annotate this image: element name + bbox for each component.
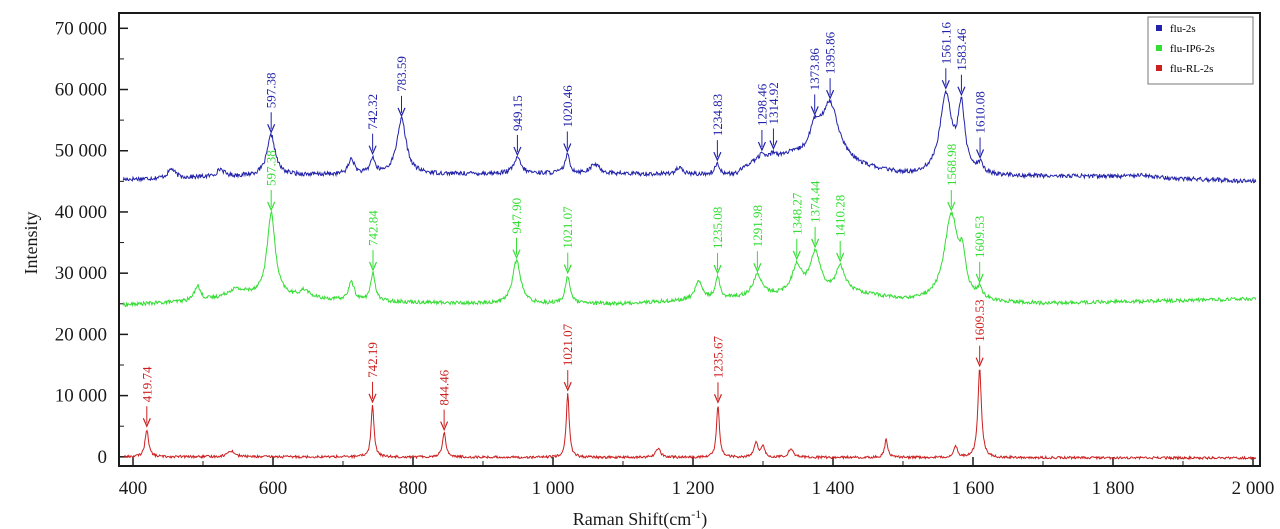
peak-arrow-head — [267, 123, 276, 134]
peak-arrow-head — [368, 261, 378, 272]
peak-arrow-head — [267, 201, 276, 212]
peak-arrow-head — [975, 273, 984, 284]
y-tick-label: 30 000 — [55, 263, 107, 284]
x-tick-label: 400 — [119, 478, 148, 499]
peak-arrow-head — [563, 264, 572, 275]
peak-arrow-head — [826, 89, 835, 100]
legend-swatch — [1156, 25, 1162, 31]
peak-label: 1314.92 — [766, 82, 781, 124]
peak-label: 742.32 — [365, 94, 380, 130]
peak-arrow-head — [947, 201, 956, 212]
axis-ticks: 0 10 000 20 000 30 000 40 000 50 000 60 000 70 … — [55, 18, 1275, 499]
peak-arrow-head — [513, 146, 522, 157]
peak-arrow-head — [368, 145, 377, 156]
peak-label: 1235.08 — [710, 207, 725, 249]
x-axis-label: Raman Shift(cm-1) — [573, 507, 707, 529]
peak-arrow-head — [713, 264, 722, 275]
peak-arrow-head — [941, 80, 950, 90]
legend-entry: flu-RL-2s — [1170, 63, 1213, 75]
peak-label: 1395.86 — [823, 31, 838, 74]
peak-label: 1021.07 — [560, 323, 575, 366]
peak-arrow-head — [757, 141, 766, 152]
x-tick-label: 600 — [259, 478, 288, 499]
peak-arrow-head — [368, 393, 377, 404]
peak-label: 1410.28 — [833, 195, 848, 237]
y-tick-label: 60 000 — [55, 80, 107, 101]
peak-label: 1561.16 — [938, 22, 953, 65]
y-tick-label: 40 000 — [55, 202, 107, 223]
peak-label: 1609.53 — [972, 216, 987, 258]
peak-arrow-head — [836, 252, 845, 263]
peak-label: 783.59 — [394, 56, 409, 92]
x-tick-label: 2 000 — [1232, 478, 1275, 499]
legend-swatch — [1156, 65, 1162, 71]
peak-arrow-head — [976, 149, 985, 160]
y-axis-label: Intensity — [21, 212, 41, 275]
peak-arrow-head — [713, 151, 722, 162]
peak-label: 742.19 — [365, 342, 380, 378]
peak-label: 1020.46 — [560, 85, 575, 128]
peak-arrow-head — [811, 238, 820, 249]
x-tick-label: 1 400 — [812, 478, 855, 499]
peak-arrow-head — [957, 86, 966, 97]
peak-label: 597.38 — [264, 150, 279, 186]
legend-swatch — [1156, 45, 1162, 51]
series-line-flu-RL-2s — [122, 369, 1257, 461]
peak-arrow-head — [975, 357, 984, 368]
x-tick-label: 1 800 — [1092, 478, 1135, 499]
legend-box — [1147, 16, 1254, 85]
peak-label: 949.15 — [510, 95, 525, 131]
peak-label: 844.46 — [437, 369, 452, 405]
peak-label: 1374.44 — [808, 180, 823, 223]
peak-arrow-head — [769, 140, 778, 151]
legend-entry: flu-2s — [1170, 23, 1196, 35]
legend-entry: flu-IP6-2s — [1170, 43, 1215, 55]
peak-label: 1234.83 — [710, 94, 725, 136]
peak-label: 419.74 — [139, 366, 154, 402]
peak-arrow-head — [142, 418, 151, 428]
peak-label: 1609.53 — [972, 299, 987, 341]
peak-arrow-head — [810, 106, 819, 116]
plot-frame — [118, 12, 1261, 467]
peak-arrow-head — [563, 143, 572, 153]
spectrum-traces — [122, 90, 1257, 461]
peak-label: 1348.27 — [789, 192, 804, 235]
peak-label: 1235.67 — [710, 336, 725, 379]
peak-label: 1583.46 — [954, 28, 969, 71]
peak-label: 1298.46 — [754, 83, 769, 126]
y-tick-label: 20 000 — [55, 324, 107, 345]
peak-label: 1373.86 — [807, 48, 822, 91]
x-tick-label: 1 000 — [532, 478, 575, 499]
series-line-flu-IP6-2s — [122, 210, 1257, 308]
peak-label: 1291.98 — [750, 205, 765, 247]
y-tick-label: 70 000 — [55, 18, 107, 39]
x-tick-label: 1 600 — [952, 478, 995, 499]
y-tick-label: 0 — [98, 447, 108, 468]
x-tick-label: 1 200 — [672, 478, 715, 499]
legend: flu-2s flu-IP6-2s flu-RL-2s — [1147, 16, 1254, 85]
peak-label: 947.90 — [509, 198, 524, 234]
peak-arrow-head — [397, 107, 406, 118]
y-tick-label: 50 000 — [55, 141, 107, 162]
peak-annotations: 597.38 742.32 783.59 949.15 1020.46 1234.83 12… — [139, 22, 988, 432]
series-line-flu-2s — [122, 90, 1257, 185]
x-tick-label: 800 — [399, 478, 428, 499]
peak-arrow-head — [512, 249, 521, 260]
peak-label: 597.38 — [264, 72, 279, 108]
x-axis-label-main: Raman Shift(cm — [573, 509, 691, 529]
peak-label: 1568.98 — [944, 144, 959, 186]
peak-arrow-head — [440, 421, 449, 432]
peak-arrow-head — [792, 250, 801, 261]
peak-arrow-head — [753, 262, 762, 273]
peak-arrow-head — [713, 394, 723, 404]
peak-label: 1610.08 — [973, 91, 988, 133]
x-axis-label-superscript: -1 — [691, 507, 701, 521]
peak-label: 742.84 — [365, 210, 380, 246]
peak-arrow-head — [563, 381, 572, 392]
y-tick-label: 10 000 — [55, 386, 107, 407]
peak-label: 1021.07 — [560, 206, 575, 249]
x-axis-label-close: ) — [701, 509, 707, 529]
